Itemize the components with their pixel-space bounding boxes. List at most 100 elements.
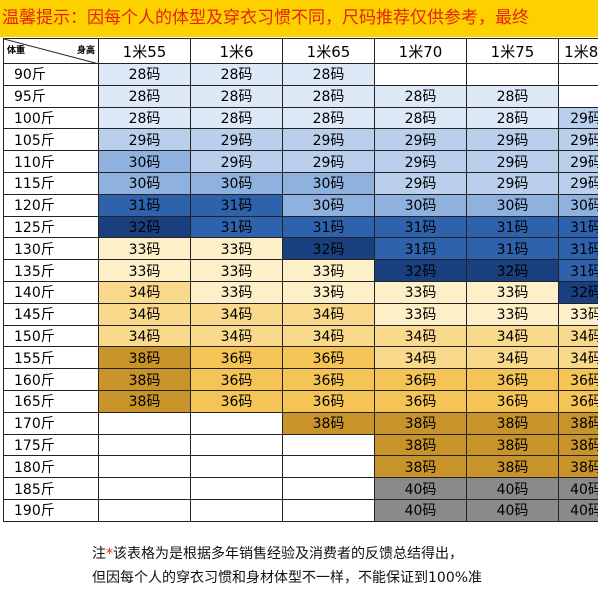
- weight-cell: 95斤: [3, 84, 99, 108]
- size-cell: 34码: [98, 324, 191, 348]
- size-cell: 30码: [374, 193, 467, 217]
- size-cell: [374, 63, 467, 86]
- size-cell: 32码: [282, 237, 375, 261]
- size-cell: 33码: [282, 280, 375, 304]
- size-cell: 28码: [374, 84, 467, 108]
- size-cell: 31码: [190, 215, 283, 239]
- size-cell: 34码: [190, 302, 283, 326]
- size-cell: 29码: [466, 150, 559, 173]
- table-row: 135斤33码33码33码32码32码31码: [3, 259, 598, 282]
- height-header: 1米75: [466, 38, 559, 64]
- weight-cell: 160斤: [3, 368, 99, 391]
- size-cell: 32码: [466, 259, 559, 282]
- size-cell: 29码: [558, 171, 598, 195]
- size-cell: 30码: [558, 193, 598, 217]
- size-cell: 32码: [98, 215, 191, 239]
- size-cell: 33码: [190, 237, 283, 261]
- height-header: 1米70: [374, 38, 467, 64]
- table-row: 145斤34码34码34码33码33码33码: [3, 302, 598, 326]
- weight-cell: 190斤: [3, 498, 99, 522]
- size-cell: 40码: [558, 477, 598, 500]
- size-cell: 28码: [190, 84, 283, 108]
- size-cell: 36码: [558, 389, 598, 413]
- table-row: 95斤 28码 28码 28码 28码 28码: [3, 84, 598, 108]
- size-cell: 38码: [466, 411, 559, 435]
- size-cell: 38码: [558, 433, 598, 457]
- size-cell: 36码: [282, 389, 375, 413]
- table-row: 120斤31码31码30码30码30码30码: [3, 193, 598, 217]
- size-cell: 29码: [374, 171, 467, 195]
- table-row: 180斤38码38码38码: [3, 455, 598, 479]
- size-cell: 28码: [282, 63, 375, 86]
- size-cell: 36码: [282, 346, 375, 370]
- size-cell: 40码: [558, 498, 598, 522]
- weight-cell: 125斤: [3, 215, 99, 239]
- weight-cell: 155斤: [3, 346, 99, 370]
- size-cell: [190, 498, 283, 522]
- size-cell: [98, 433, 191, 457]
- size-cell: 29码: [466, 171, 559, 195]
- header-row: 体重 身高 1米55 1米6 1米65 1米70 1米75 1米80: [3, 38, 598, 64]
- size-cell: 30码: [98, 171, 191, 195]
- table-row: 115斤30码30码30码29码29码29码: [3, 171, 598, 195]
- size-cell: 30码: [466, 193, 559, 217]
- size-cell: [190, 433, 283, 457]
- footnote: 注*该表格为是根据多年销售经验及消费者的反馈总结得出， 但因每个人的穿衣习惯和身…: [0, 541, 598, 598]
- size-cell: 28码: [466, 106, 559, 130]
- size-cell: 31码: [282, 215, 375, 239]
- size-cell: 33码: [466, 302, 559, 326]
- size-cell: 33码: [190, 259, 283, 282]
- size-cell: 36码: [282, 368, 375, 391]
- size-cell: 33码: [558, 302, 598, 326]
- table-row: 165斤38码36码36码36码36码36码: [3, 389, 598, 413]
- size-cell: 34码: [98, 280, 191, 304]
- size-cell: 33码: [98, 259, 191, 282]
- weight-cell: 175斤: [3, 433, 99, 457]
- size-cell: 31码: [466, 237, 559, 261]
- table-row: 160斤38码36码36码36码36码36码: [3, 368, 598, 391]
- table-row: 170斤38码38码38码38码: [3, 411, 598, 435]
- size-cell: 30码: [98, 150, 191, 173]
- table-row: 110斤30码29码29码29码29码29码: [3, 150, 598, 173]
- size-cell: 29码: [558, 128, 598, 152]
- size-cell: 38码: [282, 411, 375, 435]
- size-cell: 34码: [558, 346, 598, 370]
- size-cell: 36码: [466, 389, 559, 413]
- size-cell: 34码: [190, 324, 283, 348]
- weight-cell: 120斤: [3, 193, 99, 217]
- weight-cell: 170斤: [3, 411, 99, 435]
- footnote-line-2: 但因每个人的穿衣习惯和身材体型不一样，不能保证到100%准: [92, 570, 483, 586]
- size-cell: 32码: [558, 280, 598, 304]
- size-cell: 28码: [98, 84, 191, 108]
- size-cell: [558, 63, 598, 86]
- table-row: 155斤38码36码36码34码34码34码: [3, 346, 598, 370]
- size-cell: 32码: [374, 259, 467, 282]
- size-cell: 29码: [282, 150, 375, 173]
- corner-diagonal: [4, 39, 96, 63]
- size-cell: 40码: [374, 477, 467, 500]
- size-cell: 29码: [282, 128, 375, 152]
- height-header: 1米6: [190, 38, 283, 64]
- size-cell: 33码: [374, 302, 467, 326]
- size-cell: 36码: [374, 368, 467, 391]
- size-cell: 29码: [190, 150, 283, 173]
- size-cell: 36码: [558, 368, 598, 391]
- size-cell: 29码: [558, 150, 598, 173]
- size-cell: 38码: [98, 346, 191, 370]
- size-cell: 29码: [190, 128, 283, 152]
- table-row: 100斤28码28码28码28码28码29码: [3, 106, 598, 130]
- table-row: 185斤40码40码40码: [3, 477, 598, 500]
- weight-cell: 140斤: [3, 280, 99, 304]
- size-cell: [98, 498, 191, 522]
- size-cell: 40码: [466, 477, 559, 500]
- table-row: 125斤32码31码31码31码31码31码: [3, 215, 598, 239]
- weight-cell: 135斤: [3, 259, 99, 282]
- size-cell: 38码: [98, 389, 191, 413]
- size-cell: 28码: [466, 84, 559, 108]
- notice-banner: 温馨提示：因每个人的体型及穿衣习惯不同，尺码推荐仅供参考，最终: [0, 0, 598, 37]
- size-cell: 34码: [282, 302, 375, 326]
- size-cell: 38码: [374, 433, 467, 457]
- weight-cell: 115斤: [3, 171, 99, 195]
- size-cell: 36码: [466, 368, 559, 391]
- size-cell: [282, 455, 375, 479]
